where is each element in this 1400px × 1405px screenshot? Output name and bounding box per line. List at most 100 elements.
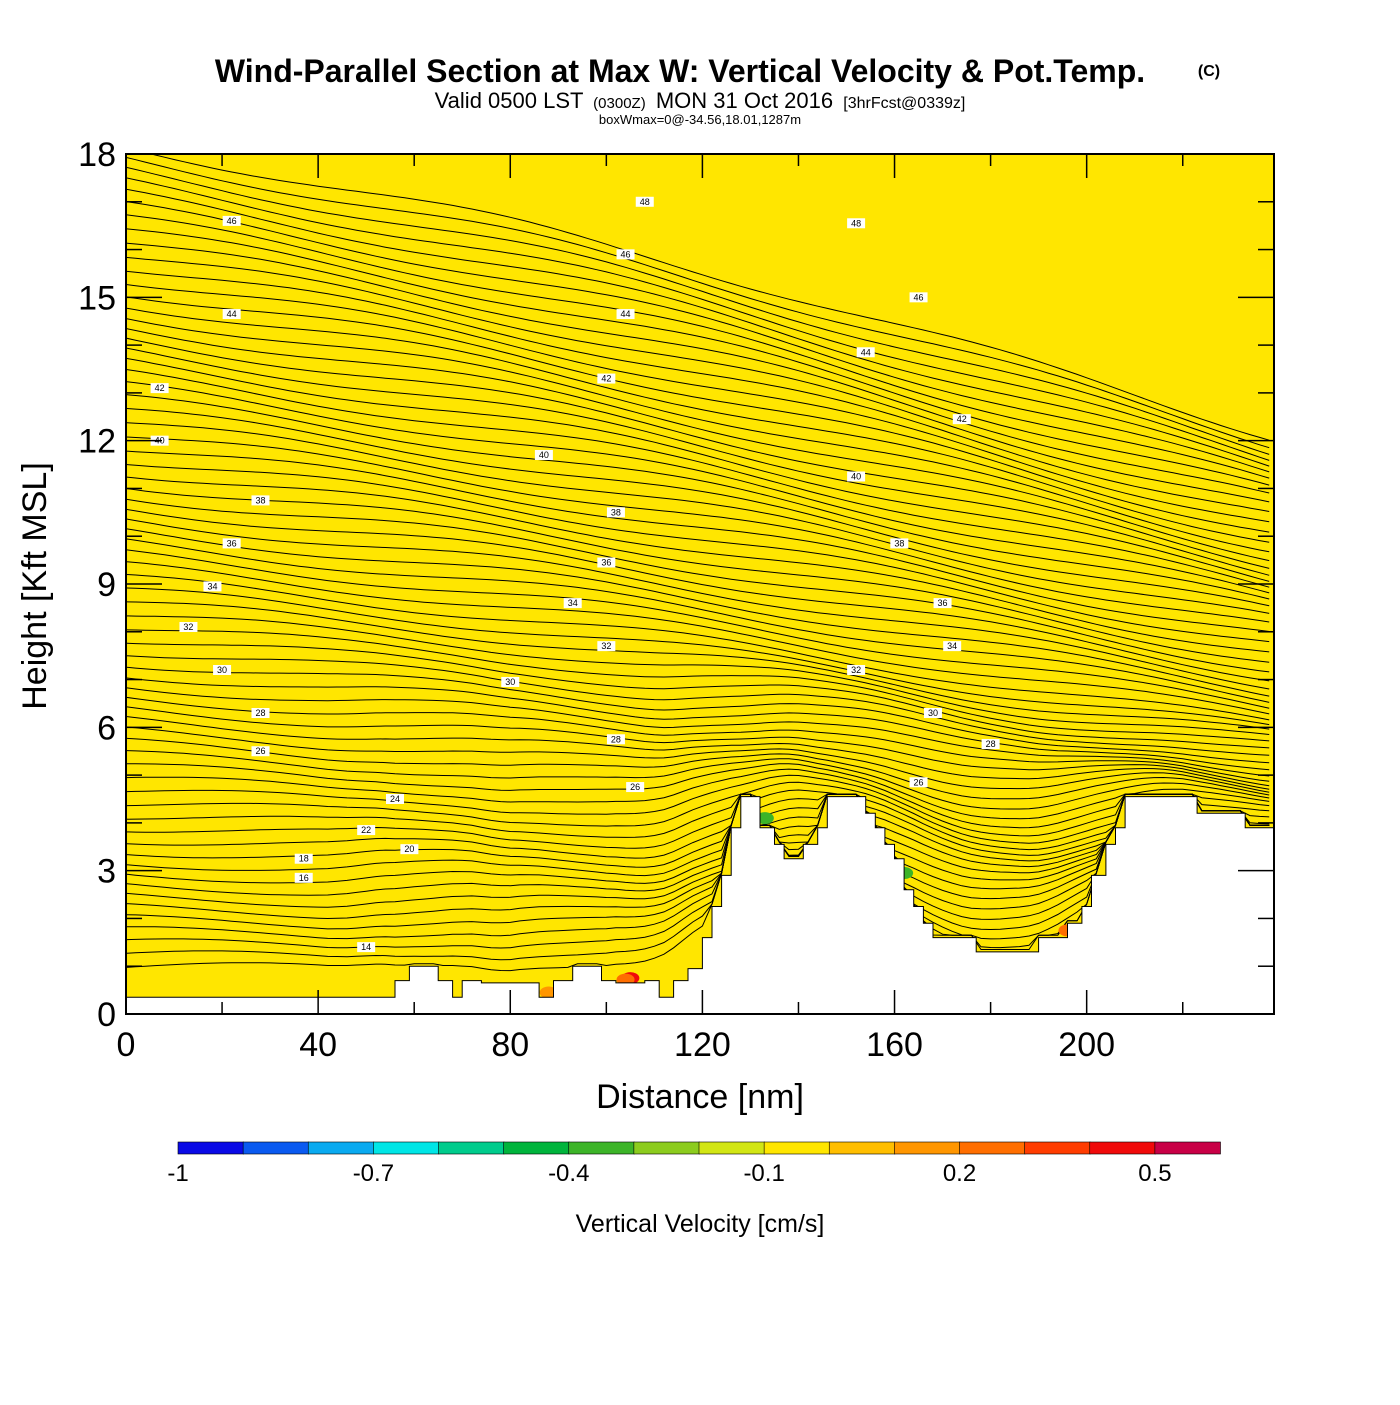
colorbar-tick-label: -0.1 (743, 1160, 784, 1187)
theta-contour-line (126, 696, 1270, 782)
colorbar-swatch (959, 1141, 1026, 1155)
theta-contour-line (126, 464, 1270, 643)
theta-contour-line (126, 422, 1270, 614)
colorbar-swatch (1089, 1141, 1156, 1155)
theta-label: 46 (914, 292, 924, 302)
theta-contour-line (126, 256, 1270, 503)
theta-label-bg (385, 794, 404, 804)
theta-contour-line (126, 357, 1270, 582)
theta-contour-line (126, 763, 1270, 820)
theta-contour-line (126, 642, 1270, 749)
theta-label-bg (251, 708, 270, 718)
colorbar-swatch (438, 1141, 505, 1155)
colorbar-swatch (503, 1141, 570, 1155)
theta-contour-line (126, 450, 1270, 632)
theta-label-bg (400, 844, 419, 855)
valid-date: MON 31 Oct 2016 (656, 88, 833, 113)
theta-contour-line (126, 166, 1270, 455)
theta-contour-line (126, 793, 1270, 961)
x-tick-label: 0 (117, 1026, 136, 1064)
theta-label: 32 (183, 622, 193, 632)
theta-contour-line (126, 726, 1270, 793)
theta-contour-line (126, 793, 1270, 884)
theta-label-bg (203, 581, 222, 592)
theta-label-bg (501, 676, 520, 687)
theta-contour-line (126, 629, 1270, 742)
theta-label: 46 (227, 216, 237, 226)
theta-label: 40 (539, 450, 549, 460)
theta-contour-line (126, 793, 1270, 877)
theta-label: 36 (601, 558, 611, 568)
x-tick-label: 80 (491, 1026, 529, 1064)
theta-label-bg (856, 347, 875, 358)
theta-label: 28 (986, 739, 996, 749)
theta-contour-line (126, 337, 1270, 569)
theta-label-bg (534, 450, 553, 460)
theta-label-bg (635, 196, 654, 207)
theta-contour-line (126, 655, 1270, 756)
theta-contour-line (126, 793, 1270, 930)
theta-contour-line (126, 369, 1270, 588)
theta-label: 26 (255, 746, 265, 756)
theta-contour-line (126, 488, 1270, 663)
x-tick-label: 120 (674, 1026, 731, 1064)
theta-contour-line (149, 154, 1270, 441)
theta-label: 18 (299, 854, 309, 864)
theta-label: 14 (361, 942, 371, 952)
theta-label-bg (981, 739, 1000, 750)
terrain-mask (126, 796, 1274, 1014)
theta-label-bg (943, 641, 962, 652)
theta-label-bg (933, 598, 952, 609)
theta-label-bg (222, 309, 241, 320)
colorbar-swatch (633, 1141, 700, 1155)
subtitle-line: Valid 0500 LST (0300Z) MON 31 Oct 2016 [… (435, 88, 966, 113)
theta-contour-line (126, 242, 1270, 494)
theta-contour-line (126, 601, 1270, 730)
theta-label-bg (847, 665, 866, 675)
y-tick-label: 6 (97, 709, 116, 747)
theta-label-bg (923, 708, 942, 718)
y-tick-label: 3 (97, 853, 116, 891)
x-axis-label: Distance [nm] (596, 1078, 804, 1116)
x-tick-label: 160 (866, 1026, 923, 1064)
theta-contour-line (126, 774, 1270, 837)
theta-label: 16 (299, 873, 309, 883)
colorbar-swatch (568, 1141, 635, 1155)
theta-contour-line (126, 528, 1270, 697)
theta-contour-line (126, 781, 1270, 844)
theta-label: 38 (611, 507, 621, 517)
theta-contour-line (126, 677, 1270, 771)
theta-label-bg (357, 825, 376, 836)
theta-label-bg (616, 249, 635, 260)
theta-label-bg (179, 622, 198, 632)
theta-label: 44 (227, 309, 237, 319)
theta-label-bg (909, 777, 928, 788)
colorbar-swatch (177, 1141, 244, 1155)
theta-contour-line (126, 549, 1270, 709)
theta-contour-line (126, 214, 1270, 479)
theta-contour-line (126, 296, 1270, 533)
theta-label-bg (251, 746, 270, 757)
theta-label-bg (357, 942, 376, 953)
theta-label: 42 (957, 414, 967, 424)
colorbar-tick-label: 0.5 (1138, 1160, 1171, 1187)
theta-contour-line (126, 793, 1270, 908)
theta-label-bg (597, 641, 616, 652)
theta-label: 30 (217, 665, 227, 675)
theta-contour-line (126, 666, 1270, 764)
forecast-info: [3hrFcst@0339z] (843, 95, 965, 112)
theta-label: 34 (947, 641, 957, 651)
colorbar-swatch (828, 1141, 896, 1155)
theta-contour-line (126, 789, 1270, 851)
theta-contour-line (126, 793, 1270, 868)
theta-contour-line (126, 201, 1270, 473)
theta-contour-line (126, 347, 1270, 576)
valid-time: Valid 0500 LST (435, 88, 583, 113)
theta-contour-line (126, 508, 1270, 682)
theta-label: 34 (207, 581, 217, 591)
theta-contour-line (126, 498, 1270, 673)
theta-label-bg (222, 215, 241, 226)
